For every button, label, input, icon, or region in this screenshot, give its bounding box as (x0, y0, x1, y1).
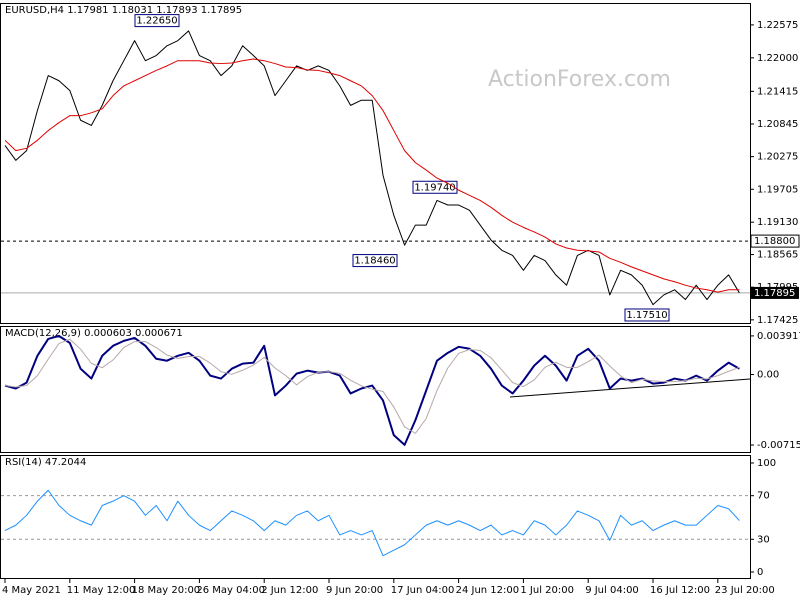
annotation-label: 1.22650 (136, 16, 177, 27)
y-tick-label: 0 (757, 567, 763, 578)
y-tick-label: 1.19705 (757, 184, 798, 195)
y-tick-label: 30 (757, 534, 770, 545)
y-tick-label: 1.18565 (757, 250, 798, 261)
annotation-box (352, 254, 398, 268)
series-line (4, 338, 740, 434)
x-tick-label: 1 Jul 20:00 (520, 585, 574, 596)
h-line-box (750, 234, 800, 248)
watermark: ActionForex.com (488, 67, 671, 92)
y-tick-label: 0.003917 (757, 331, 800, 342)
y-tick-label: 0.00 (757, 370, 779, 381)
x-tick-label: 26 May 04:00 (196, 585, 265, 596)
panel-title: EURUSD,H4 1.17981 1.18031 1.17893 1.1789… (5, 5, 242, 16)
y-tick-label: 1.20845 (757, 119, 798, 130)
annotation-box (624, 308, 670, 322)
y-tick-label: -0.007152 (757, 440, 800, 451)
x-tick-label: 9 Jul 04:00 (585, 585, 639, 596)
panel-title: RSI(14) 47.2044 (5, 457, 86, 468)
rsi-panel (0, 455, 751, 579)
y-tick-label: 1.21415 (757, 86, 798, 97)
series-line (4, 30, 740, 306)
x-tick-label: 18 May 20:00 (132, 585, 201, 596)
x-tick-label: 24 Jun 12:00 (456, 585, 520, 596)
annotation-label: 1.17510 (626, 310, 667, 321)
x-tick-label: 11 May 12:00 (67, 585, 136, 596)
annotation-label: 1.19740 (414, 182, 455, 193)
trend-line (509, 378, 751, 398)
y-tick-label: 1.22000 (757, 53, 798, 64)
last-price-box (751, 286, 799, 299)
y-tick-label: 100 (757, 458, 776, 469)
x-tick-label: 16 Jul 12:00 (650, 585, 710, 596)
y-tick-label: 1.17425 (757, 315, 798, 326)
x-tick-label: 2 Jun 12:00 (261, 585, 318, 596)
annotation-label: 1.18460 (354, 256, 395, 267)
annotation-box (412, 180, 458, 194)
h-line-label: 1.18800 (754, 236, 795, 247)
x-tick-label: 17 Jun 04:00 (391, 585, 455, 596)
series-line (4, 58, 740, 293)
series-line (4, 489, 740, 557)
price-panel (0, 3, 751, 324)
x-tick-label: 9 Jun 20:00 (326, 585, 383, 596)
panel-title: MACD(12,26,9) 0.000603 0.000671 (5, 328, 183, 339)
y-tick-label: 1.22575 (757, 20, 798, 31)
macd-panel (0, 326, 751, 453)
x-tick-label: 23 Jul 20:00 (715, 585, 775, 596)
series-line (4, 334, 740, 446)
annotation-box (134, 14, 180, 28)
x-tick-label: 4 May 2021 (2, 585, 61, 596)
y-tick-label: 1.20275 (757, 152, 798, 163)
y-tick-label: 70 (757, 491, 770, 502)
y-tick-label: 1.19130 (757, 217, 798, 228)
last-price-label: 1.17895 (754, 288, 795, 299)
